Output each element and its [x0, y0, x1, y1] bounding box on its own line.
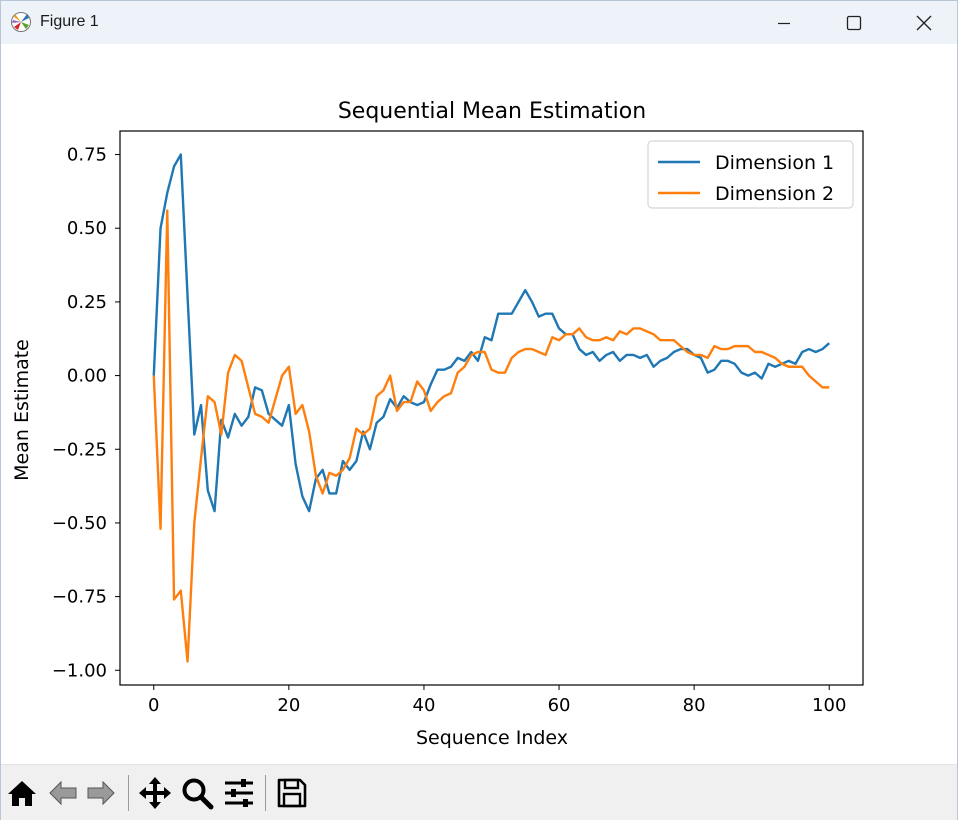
- y-tick-label: −1.00: [52, 660, 107, 681]
- legend-label: Dimension 2: [715, 183, 834, 205]
- legend-box: [647, 140, 854, 209]
- y-tick-label: 0.75: [67, 145, 107, 166]
- x-tick-label: 40: [413, 695, 436, 716]
- toolbar-separator: [128, 775, 129, 811]
- y-tick-label: 0.25: [67, 292, 107, 313]
- maximize-icon: [846, 15, 862, 30]
- zoom-icon: [182, 778, 214, 810]
- toolbar-separator: [265, 775, 266, 811]
- minimize-icon: [778, 22, 790, 24]
- navigation-toolbar: [1, 764, 957, 820]
- y-tick-label: 0.00: [67, 366, 107, 387]
- window-title: Figure 1: [40, 13, 99, 30]
- maximize-button[interactable]: [823, 1, 885, 44]
- axes-frame: [119, 130, 864, 686]
- zoom-button[interactable]: [179, 775, 215, 811]
- legend: Dimension 1 Dimension 2: [647, 140, 854, 209]
- y-tick-label: −0.50: [52, 513, 107, 534]
- y-tick-label: 0.50: [67, 218, 107, 239]
- save-icon: [277, 778, 307, 808]
- legend-label: Dimension 1: [715, 152, 834, 174]
- forward-button[interactable]: [83, 775, 119, 811]
- series-line-2: [152, 209, 830, 663]
- back-icon: [49, 780, 77, 806]
- pan-icon: [139, 777, 171, 809]
- configure-subplots-button[interactable]: [221, 775, 257, 811]
- forward-icon: [87, 780, 115, 806]
- title-bar: Figure 1: [1, 1, 957, 44]
- series-line-1: [152, 153, 831, 513]
- pan-button[interactable]: [137, 775, 173, 811]
- matplotlib-logo-icon: [11, 12, 31, 32]
- close-button[interactable]: [893, 1, 955, 44]
- back-button[interactable]: [45, 775, 81, 811]
- save-button[interactable]: [274, 775, 310, 811]
- x-tick-label: 20: [277, 695, 300, 716]
- minimize-button[interactable]: [753, 1, 815, 44]
- y-axis-label: Mean Estimate: [11, 339, 33, 481]
- chart-title: Sequential Mean Estimation: [338, 99, 646, 124]
- line-chart: Sequential Mean Estimation 0 20 40 60 80 100 …: [11, 99, 864, 749]
- figure-canvas[interactable]: Sequential Mean Estimation 0 20 40 60 80 100 …: [1, 44, 957, 764]
- y-tick-label: −0.25: [52, 439, 107, 460]
- x-tick-label: 100: [812, 695, 846, 716]
- close-icon: [916, 15, 932, 30]
- y-tick-label: −0.75: [52, 587, 107, 608]
- configure-icon: [225, 779, 253, 807]
- x-tick-label: 0: [148, 695, 159, 716]
- home-button[interactable]: [4, 775, 40, 811]
- x-axis-label: Sequence Index: [416, 727, 568, 749]
- x-tick-label: 80: [683, 695, 706, 716]
- home-icon: [8, 781, 36, 806]
- x-tick-label: 60: [548, 695, 571, 716]
